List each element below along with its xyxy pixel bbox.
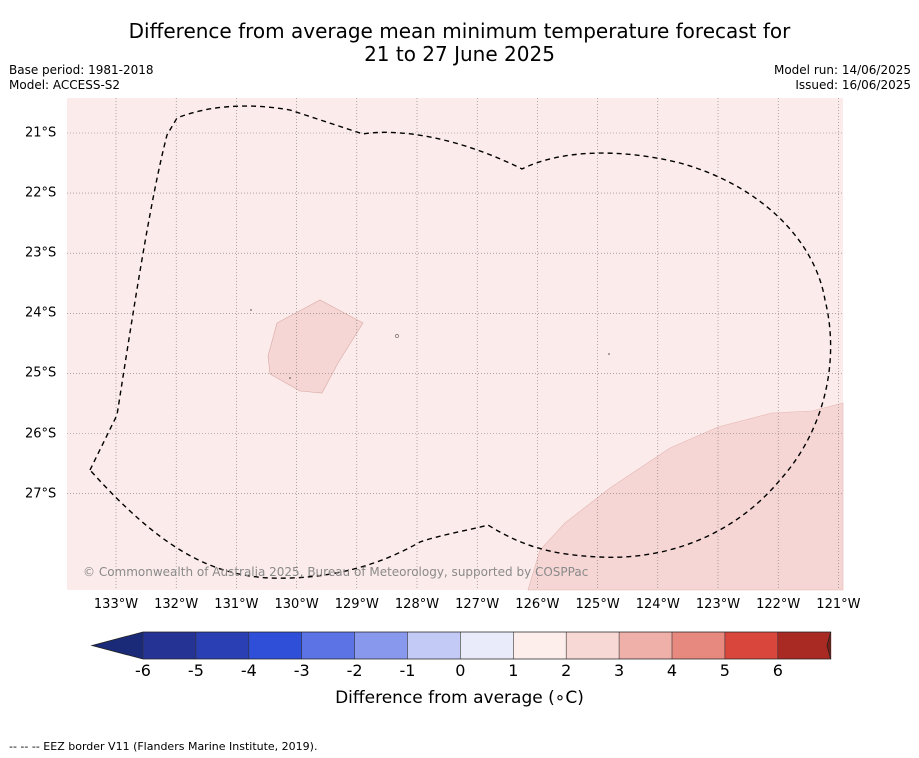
footer-note: -- -- -- EEZ border V11 (Flanders Marine… bbox=[9, 740, 318, 753]
issued-text: Issued: 16/06/2025 bbox=[795, 78, 911, 92]
colorbar-swatch bbox=[407, 632, 461, 659]
colorbar-tick-label: 6 bbox=[772, 661, 783, 680]
colorbar-swatch bbox=[195, 632, 250, 659]
anomaly-region-island bbox=[267, 299, 364, 394]
colorbar-tick-label: -5 bbox=[187, 661, 204, 680]
colorbar-swatch bbox=[354, 632, 408, 659]
island-marker bbox=[608, 353, 610, 355]
metadata-right: Model run: 14/06/2025 Issued: 16/06/2025 bbox=[774, 63, 911, 93]
colorbar-tick-label: -3 bbox=[293, 661, 310, 680]
longitude-label: 130°W bbox=[274, 597, 319, 612]
latitude-label: 27°S bbox=[25, 486, 57, 502]
colorbar-under-arrow bbox=[92, 632, 143, 659]
colorbar-outline bbox=[90, 631, 832, 660]
colorbar-swatch bbox=[672, 632, 726, 659]
island-marker bbox=[289, 377, 291, 379]
colorbar-tick-label: 1 bbox=[508, 661, 519, 680]
colorbar-swatch bbox=[460, 632, 514, 659]
latitude-label: 23°S bbox=[25, 245, 57, 261]
colorbar bbox=[90, 631, 832, 660]
longitude-label: 124°W bbox=[635, 597, 680, 612]
latitude-label: 26°S bbox=[25, 426, 57, 441]
map-title-line2: 21 to 27 June 2025 bbox=[364, 42, 555, 66]
colorbar-tick-label: 5 bbox=[719, 661, 730, 680]
colorbar-swatch bbox=[513, 632, 567, 659]
longitude-label: 133°W bbox=[93, 597, 139, 612]
longitude-label: 125°W bbox=[575, 597, 620, 612]
longitude-label: 126°W bbox=[515, 597, 560, 612]
colorbar-swatch bbox=[566, 632, 620, 659]
colorbar-label: Difference from average (∘C) bbox=[335, 688, 584, 708]
colorbar-swatch bbox=[301, 632, 356, 659]
colorbar-tick-label: 4 bbox=[666, 661, 678, 680]
longitude-label: 122°W bbox=[756, 597, 801, 612]
anomaly-region-southeast bbox=[527, 402, 844, 591]
colorbar-tick-label: -4 bbox=[240, 661, 257, 680]
colorbar-swatch bbox=[619, 632, 673, 659]
colorbar-tick-label: 0 bbox=[455, 661, 466, 680]
colorbar-tick-label: -1 bbox=[399, 661, 416, 680]
eez-border bbox=[89, 105, 832, 579]
latitude-label: 22°S bbox=[25, 185, 57, 201]
longitude-label: 121°W bbox=[816, 597, 861, 612]
colorbar-swatch bbox=[143, 632, 197, 659]
latitude-label: 25°S bbox=[25, 365, 57, 381]
graticule bbox=[67, 98, 843, 590]
map-title-line1: Difference from average mean minimum tem… bbox=[128, 19, 791, 43]
model-text: Model: ACCESS-S2 bbox=[9, 78, 121, 92]
metadata-left: Base period: 1981-2018 Model: ACCESS-S2 bbox=[9, 63, 154, 93]
island-marker bbox=[395, 334, 399, 338]
longitude-label: 132°W bbox=[154, 597, 199, 612]
latitude-label: 21°S bbox=[25, 125, 57, 141]
model-run-text: Model run: 14/06/2025 bbox=[773, 63, 911, 77]
colorbar-swatch bbox=[777, 632, 832, 659]
colorbar-over-arrow bbox=[827, 632, 831, 659]
longitude-label: 128°W bbox=[394, 597, 440, 612]
longitude-label: 123°W bbox=[695, 597, 741, 612]
colorbar-swatch bbox=[248, 632, 303, 659]
copyright-notice: © Commonwealth of Australia 2025, Bureau… bbox=[83, 565, 589, 579]
colorbar-swatch bbox=[724, 632, 779, 659]
base-period-text: Base period: 1981-2018 bbox=[9, 63, 154, 77]
colorbar-tick-label: -6 bbox=[135, 661, 151, 680]
colorbar-tick-label: 3 bbox=[614, 661, 625, 680]
colorbar-tick-label: -2 bbox=[346, 661, 363, 680]
longitude-label: 131°W bbox=[214, 597, 259, 612]
island-marker bbox=[250, 309, 252, 311]
latitude-label: 24°S bbox=[25, 305, 57, 321]
colorbar-tick-label: 2 bbox=[561, 661, 572, 680]
longitude-label: 127°W bbox=[455, 597, 500, 612]
longitude-label: 129°W bbox=[334, 597, 379, 612]
